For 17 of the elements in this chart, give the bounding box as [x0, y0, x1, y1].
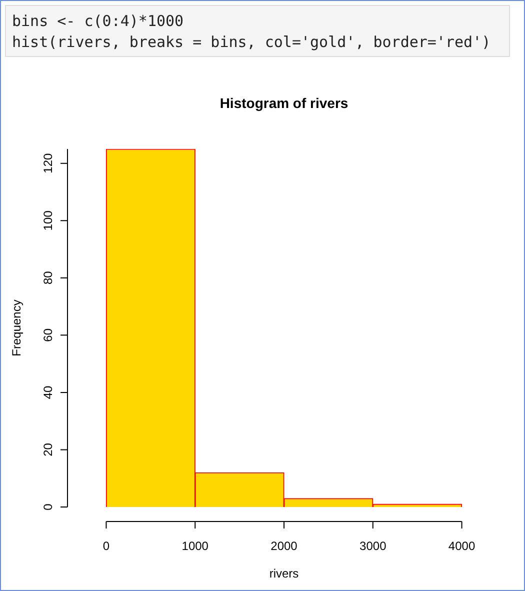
y-tick-label: 100 [40, 210, 55, 231]
x-tick-label: 2000 [270, 538, 298, 553]
y-axis-title: Frequency [9, 300, 24, 356]
text: bins <- c(0:4)*1000 [12, 11, 185, 32]
x-axis-title: rivers [269, 566, 299, 580]
y-tick-label: 20 [40, 442, 55, 456]
y-tick-label: 40 [40, 385, 55, 400]
x-tick-label: 1000 [182, 538, 209, 553]
x-tick-label: 0 [102, 538, 110, 553]
y-tick-label: 60 [40, 328, 55, 342]
chart-title: Histogram of rivers [220, 94, 348, 111]
x-tick-label: 3000 [360, 538, 387, 553]
y-tick-label: 80 [40, 270, 55, 285]
x-tick-label: 4000 [448, 538, 476, 553]
text: hist(rivers, breaks = bins, col='gold', border='red') [12, 32, 492, 53]
y-tick-label: 120 [40, 152, 55, 174]
y-tick-label: 0 [40, 503, 55, 510]
